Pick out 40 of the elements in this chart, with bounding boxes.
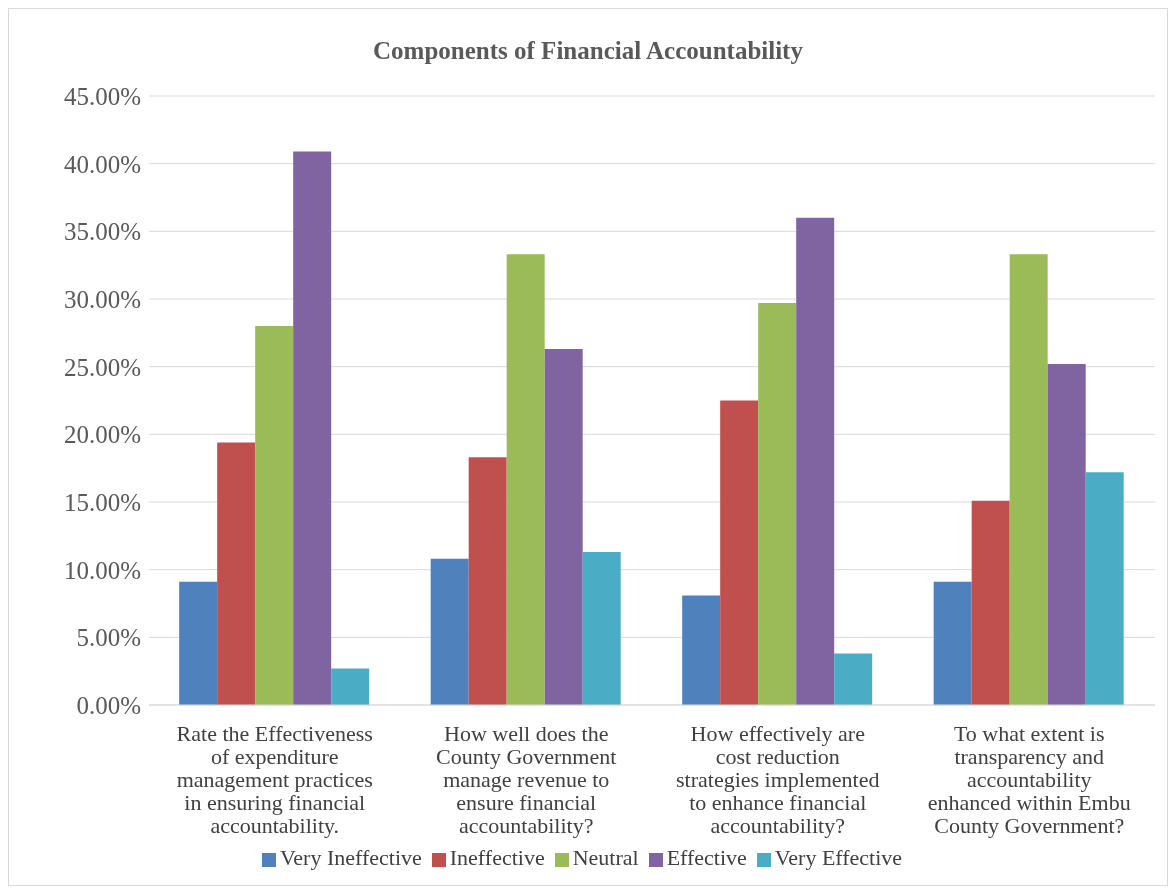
x-tick-label: To what extent is transparency and accountability enhanced within Embu County Government?: [927, 720, 1131, 839]
chart-title: Components of Financial Accountability: [372, 36, 804, 66]
bar: [255, 326, 294, 705]
x-tick-label: How well does the County Government manage revenue to ensure financial accountability?: [436, 720, 617, 839]
bar: [506, 254, 545, 705]
bar: [971, 500, 1010, 705]
legend-label: Very Ineffective: [279, 845, 422, 870]
bar: [758, 303, 797, 705]
legend-label: Neutral: [572, 845, 639, 870]
bar: [933, 581, 972, 705]
bar: [293, 151, 332, 705]
bar: [331, 668, 370, 705]
bar: [1009, 254, 1048, 705]
y-tick-label: 45.00%: [63, 82, 141, 110]
legend-label: Effective: [666, 845, 747, 870]
bar: [217, 442, 256, 705]
x-tick-label: Rate the Effectiveness of expenditure management practices in ensuring financial accountability.: [176, 720, 373, 839]
legend-label: Ineffective: [449, 845, 545, 870]
bar: [179, 581, 218, 705]
legend-label: Very Effective: [774, 845, 903, 870]
y-tick-label: 30.00%: [63, 285, 141, 313]
y-tick-label: 5.00%: [76, 624, 141, 652]
bar: [1085, 472, 1124, 705]
bar: [430, 558, 469, 705]
bar: [682, 595, 721, 705]
x-tick-label: How effectively are cost reduction strategies implemented to enhance financial accountability?: [676, 720, 880, 839]
bar: [1047, 363, 1086, 705]
bar: [468, 457, 507, 705]
y-tick-label: 10.00%: [63, 556, 141, 584]
bar: [582, 552, 621, 705]
y-tick-label: 15.00%: [63, 488, 141, 516]
y-tick-label: 25.00%: [63, 353, 141, 381]
y-tick-label: 0.00%: [76, 691, 141, 719]
y-tick-label: 40.00%: [63, 150, 141, 178]
y-tick-label: 20.00%: [63, 421, 141, 449]
bar: [544, 349, 583, 705]
bar: [796, 217, 835, 705]
y-tick-label: 35.00%: [63, 218, 141, 246]
bar: [720, 400, 759, 705]
bar: [834, 653, 873, 705]
